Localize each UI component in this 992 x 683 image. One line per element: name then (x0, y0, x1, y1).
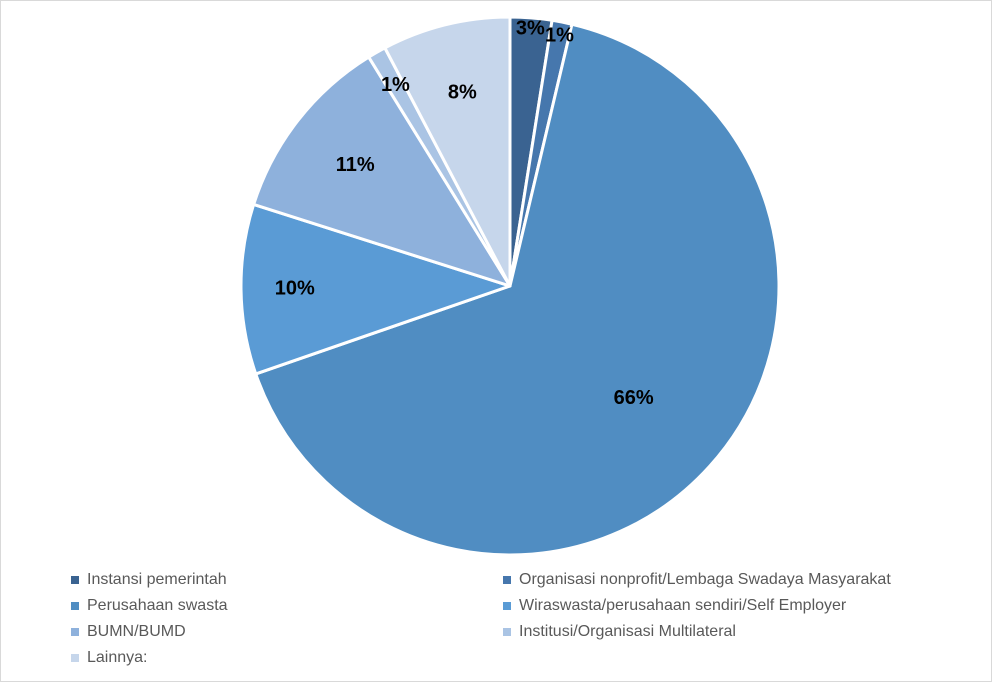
legend-item: Instansi pemerintah (71, 569, 503, 591)
pie-data-labels: 3% 1%66%10%11%1% 8% (275, 18, 654, 409)
legend-swatch (71, 654, 79, 662)
pie-slice (239, 202, 512, 376)
legend-item: Lainnya: (71, 647, 503, 669)
legend-swatch (503, 628, 511, 636)
pie-data-label: 66% (614, 387, 654, 409)
legend-label: Lainnya: (87, 649, 148, 666)
legend-item: Organisasi nonprofit/Lembaga Swadaya Mas… (503, 569, 943, 591)
legend: Instansi pemerintah Organisasi nonprofit/… (71, 569, 971, 669)
pie-data-label: 8% (448, 82, 477, 104)
pie-data-label: 1% (545, 24, 574, 46)
legend-label: Instansi pemerintah (87, 571, 227, 588)
legend-item: Institusi/Organisasi Multilateral (503, 621, 943, 643)
pie-data-label: 11% (336, 154, 375, 176)
pie-data-label: 10% (275, 278, 315, 300)
legend-swatch (503, 602, 511, 610)
legend-label: Institusi/Organisasi Multilateral (519, 623, 736, 640)
pie-data-label: 3% (516, 18, 545, 40)
legend-item: BUMN/BUMD (71, 621, 503, 643)
legend-item: Perusahaan swasta (71, 595, 503, 617)
legend-swatch (71, 628, 79, 636)
legend-swatch (503, 576, 511, 584)
pie-slice (252, 55, 512, 288)
legend-swatch (71, 576, 79, 584)
legend-item: Wiraswasta/perusahaan sendiri/Self Emplo… (503, 595, 943, 617)
legend-label: Organisasi nonprofit/Lembaga Swadaya Mas… (519, 571, 891, 588)
legend-swatch (71, 602, 79, 610)
pie-slice (383, 15, 512, 288)
pie-slices (239, 15, 781, 557)
legend-label: Perusahaan swasta (87, 597, 228, 614)
legend-label: BUMN/BUMD (87, 623, 186, 640)
pie-slice (254, 22, 781, 557)
pie-data-label: 1% (381, 74, 410, 96)
legend-label: Wiraswasta/perusahaan sendiri/Self Emplo… (519, 597, 847, 614)
